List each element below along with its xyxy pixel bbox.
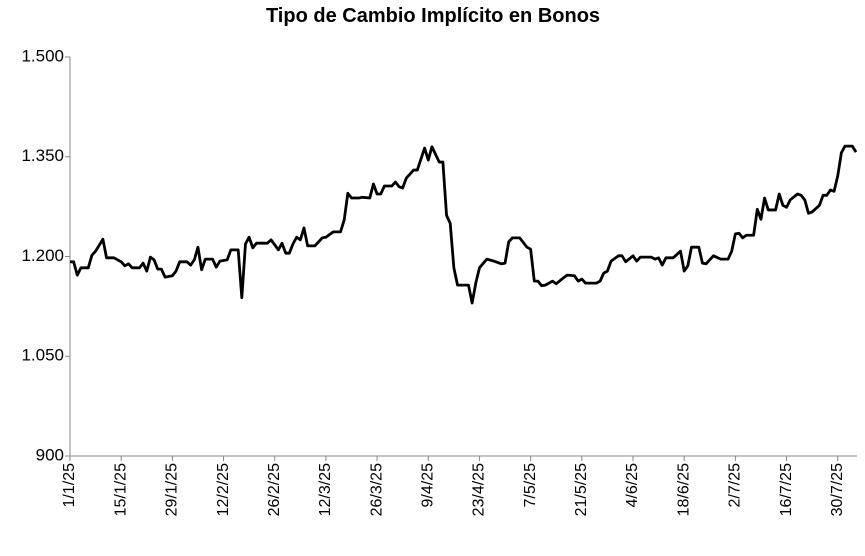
x-tick-label: 16/7/25 <box>778 463 795 516</box>
x-tick-label: 7/5/25 <box>522 463 539 508</box>
y-tick-label: 1.050 <box>21 346 64 365</box>
y-tick-label: 1.200 <box>21 246 64 265</box>
x-tick-label: 15/1/25 <box>112 463 129 516</box>
y-tick-label: 1.350 <box>21 146 64 165</box>
y-tick-label: 1.500 <box>21 46 64 65</box>
x-tick-label: 26/3/25 <box>368 463 385 516</box>
x-tick-label: 26/2/25 <box>266 463 283 516</box>
x-tick-label: 4/6/25 <box>624 463 641 508</box>
x-tick-label: 29/1/25 <box>164 463 181 516</box>
data-line <box>70 144 858 305</box>
x-tick-label: 23/4/25 <box>471 463 488 516</box>
y-tick-label: 900 <box>36 445 64 464</box>
x-tick-label: 12/3/25 <box>317 463 334 516</box>
x-tick-label: 1/1/25 <box>61 463 78 508</box>
chart-title: Tipo de Cambio Implícito en Bonos <box>266 5 600 27</box>
x-tick-label: 30/7/25 <box>829 463 846 516</box>
x-tick-label: 2/7/25 <box>727 463 744 508</box>
x-tick-label: 18/6/25 <box>675 463 692 516</box>
x-tick-label: 12/2/25 <box>215 463 232 516</box>
x-tick-label: 9/4/25 <box>419 463 436 508</box>
x-tick-label: 21/5/25 <box>573 463 590 516</box>
